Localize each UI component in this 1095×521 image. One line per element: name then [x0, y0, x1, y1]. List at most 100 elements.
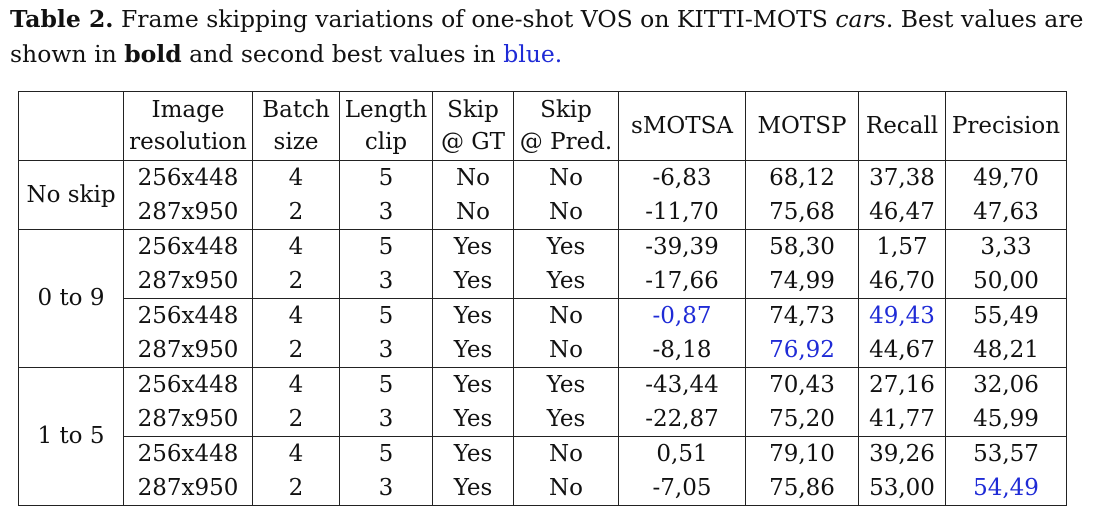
cell-skip-pred: Yes [513, 229, 619, 264]
cell-skip-gt: Yes [432, 264, 514, 299]
cell-skip-pred: No [513, 160, 619, 195]
cell-resolution: 287x950 [123, 264, 253, 299]
cell-smotsa: 0,51 [618, 436, 746, 471]
cell-length: 3 [339, 195, 433, 230]
cell-motsp: 68,12 [745, 160, 859, 195]
header-row: Image resolution Batch size Length clip … [18, 91, 1067, 161]
cell-skip-pred: Yes [513, 264, 619, 299]
header-line: Batch [262, 97, 330, 123]
cell-recall: 53,00 [858, 471, 946, 506]
table-row: 287x950 2 3 Yes Yes -22,87 75,20 41,77 4… [19, 402, 1067, 437]
header-skip-pred: Skip @ Pred. [513, 91, 619, 161]
cell-skip-gt: Yes [432, 298, 514, 333]
cell-length: 5 [339, 298, 433, 333]
cell-motsp: 74,73 [745, 298, 859, 333]
cell-skip-gt: No [432, 195, 514, 230]
group-label-no-skip: No skip [18, 160, 124, 230]
cell-motsp: 70,43 [745, 367, 859, 402]
header-line: resolution [129, 129, 247, 155]
caption-bold-word: bold [124, 40, 182, 68]
cell-smotsa: -43,44 [618, 367, 746, 402]
cell-resolution: 287x950 [123, 195, 253, 230]
header-line: Skip [540, 97, 592, 123]
cell-smotsa: -39,39 [618, 229, 746, 264]
cell-skip-gt: No [432, 160, 514, 195]
header-line: Skip [447, 97, 499, 123]
cell-motsp: 76,92 [745, 333, 859, 368]
header-line: @ Pred. [519, 129, 613, 155]
cell-precision: 3,33 [945, 229, 1067, 264]
cell-precision: 53,57 [945, 436, 1067, 471]
cell-skip-gt: Yes [432, 402, 514, 437]
header-line: @ GT [440, 129, 506, 155]
cell-length: 5 [339, 160, 433, 195]
cell-recall: 27,16 [858, 367, 946, 402]
cell-batch: 2 [252, 195, 340, 230]
header-length-clip: Length clip [339, 91, 433, 161]
cell-skip-pred: No [513, 195, 619, 230]
cell-batch: 2 [252, 471, 340, 506]
cell-precision: 48,21 [945, 333, 1067, 368]
cell-recall: 46,47 [858, 195, 946, 230]
table-caption: Table 2. Frame skipping variations of on… [10, 2, 1085, 72]
table-row: 287x950 2 3 Yes Yes -17,66 74,99 46,70 5… [19, 264, 1067, 299]
table-row: 287x950 2 3 Yes No -7,05 75,86 53,00 54,… [19, 471, 1067, 506]
cell-precision: 49,70 [945, 160, 1067, 195]
cell-skip-pred: Yes [513, 367, 619, 402]
table-row: No skip 256x448 4 5 No No -6,83 68,12 37… [18, 160, 1067, 230]
caption-text-2: . Best values are shown in [10, 5, 1084, 68]
caption-blue-word: blue. [503, 40, 563, 68]
cell-length: 3 [339, 333, 433, 368]
cell-resolution: 256x448 [123, 367, 253, 402]
header-precision: Precision [945, 91, 1067, 161]
cell-smotsa: -7,05 [618, 471, 746, 506]
table-row: 0 to 9 256x448 4 5 Yes Yes -39,39 58,30 … [18, 229, 1067, 368]
cell-resolution: 256x448 [123, 160, 253, 195]
cell-precision: 47,63 [945, 195, 1067, 230]
cell-skip-pred: No [513, 436, 619, 471]
results-table: Image resolution Batch size Length clip … [18, 91, 1067, 506]
cell-length: 3 [339, 471, 433, 506]
cell-motsp: 75,86 [745, 471, 859, 506]
cell-precision: 45,99 [945, 402, 1067, 437]
cell-skip-pred: Yes [513, 402, 619, 437]
cell-smotsa: -8,18 [618, 333, 746, 368]
cell-batch: 2 [252, 333, 340, 368]
cell-resolution: 256x448 [123, 436, 253, 471]
cell-motsp: 75,20 [745, 402, 859, 437]
header-batch-size: Batch size [252, 91, 340, 161]
table-row: 256x448 4 5 Yes No 0,51 79,10 39,26 53,5… [19, 436, 1067, 471]
cell-motsp: 75,68 [745, 195, 859, 230]
caption-italic-word: cars [835, 5, 886, 33]
header-recall: Recall [858, 91, 946, 161]
cell-skip-pred: No [513, 333, 619, 368]
table-row: 1 to 5 256x448 4 5 Yes Yes -43,44 70,43 … [18, 367, 1067, 506]
cell-skip-gt: Yes [432, 229, 514, 264]
cell-recall: 39,26 [858, 436, 946, 471]
cell-resolution: 256x448 [123, 229, 253, 264]
cell-resolution: 256x448 [123, 298, 253, 333]
cell-smotsa: -11,70 [618, 195, 746, 230]
cell-batch: 4 [252, 160, 340, 195]
cell-recall: 44,67 [858, 333, 946, 368]
caption-text-1: Frame skipping variations of one-shot VO… [120, 5, 828, 33]
group-label-1-to-5: 1 to 5 [18, 367, 124, 506]
cell-batch: 4 [252, 367, 340, 402]
cell-batch: 2 [252, 402, 340, 437]
table-row: 256x448 4 5 Yes No -0,87 74,73 49,43 55,… [19, 298, 1067, 333]
header-corner [18, 91, 124, 161]
cell-recall: 46,70 [858, 264, 946, 299]
cell-precision: 54,49 [945, 471, 1067, 506]
header-image-resolution: Image resolution [123, 91, 253, 161]
cell-motsp: 74,99 [745, 264, 859, 299]
cell-skip-pred: No [513, 298, 619, 333]
cell-motsp: 58,30 [745, 229, 859, 264]
cell-length: 5 [339, 229, 433, 264]
header-motsp: MOTSP [745, 91, 859, 161]
cell-resolution: 287x950 [123, 471, 253, 506]
cell-skip-gt: Yes [432, 471, 514, 506]
cell-batch: 4 [252, 298, 340, 333]
cell-precision: 50,00 [945, 264, 1067, 299]
cell-precision: 55,49 [945, 298, 1067, 333]
cell-skip-gt: Yes [432, 333, 514, 368]
